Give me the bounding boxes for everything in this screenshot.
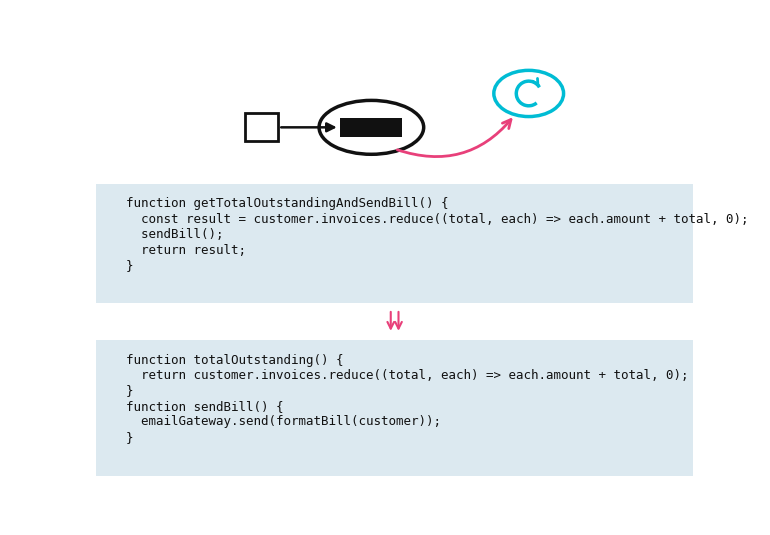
Bar (96, 184, 693, 303)
Text: }: } (126, 431, 133, 444)
Text: function getTotalOutstandingAndSendBill() {: function getTotalOutstandingAndSendBill(… (126, 197, 448, 210)
Bar (340, 118, 403, 136)
Text: function sendBill() {: function sendBill() { (126, 400, 283, 413)
Text: }: } (126, 385, 133, 398)
Text: sendBill();: sendBill(); (126, 228, 223, 241)
Bar (245, 113, 278, 141)
Bar (96, 340, 693, 476)
FancyArrowPatch shape (397, 119, 511, 157)
Text: emailGateway.send(formatBill(customer));: emailGateway.send(formatBill(customer)); (126, 415, 440, 429)
Text: }: } (126, 259, 133, 272)
Text: return result;: return result; (126, 243, 246, 257)
Text: const result = customer.invoices.reduce((total, each) => each.amount + total, 0): const result = customer.invoices.reduce(… (126, 213, 748, 226)
Text: return customer.invoices.reduce((total, each) => each.amount + total, 0);: return customer.invoices.reduce((total, … (126, 369, 688, 382)
Text: function totalOutstanding() {: function totalOutstanding() { (126, 354, 343, 366)
